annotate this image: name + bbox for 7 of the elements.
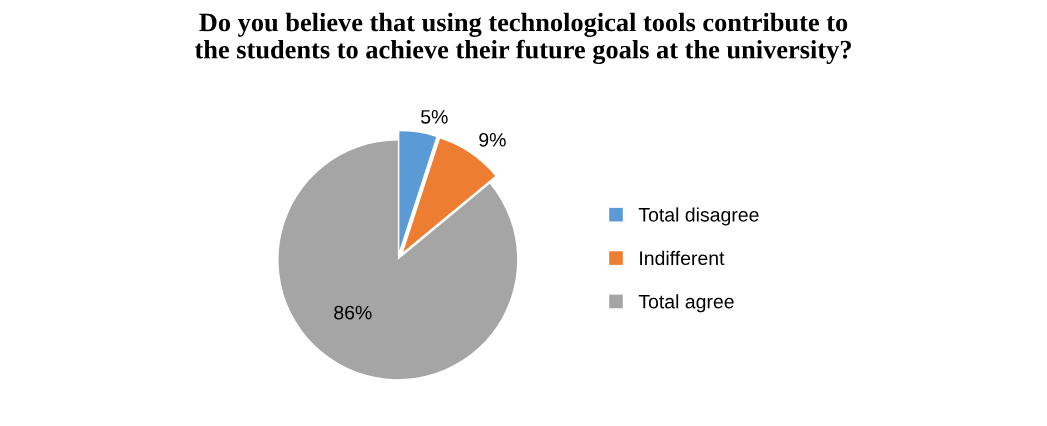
data-label: 86% — [334, 305, 372, 320]
data-label: 5% — [421, 110, 448, 124]
chart-title: Do you believe that using technological tools contribute to the students to achieve their future goals at the university? — [194, 12, 851, 65]
data-label: 9% — [479, 132, 506, 147]
legend-label: Total agree — [638, 294, 734, 313]
legend-label: Total disagree — [638, 207, 759, 226]
legend-label: Indifferent — [640, 250, 725, 266]
